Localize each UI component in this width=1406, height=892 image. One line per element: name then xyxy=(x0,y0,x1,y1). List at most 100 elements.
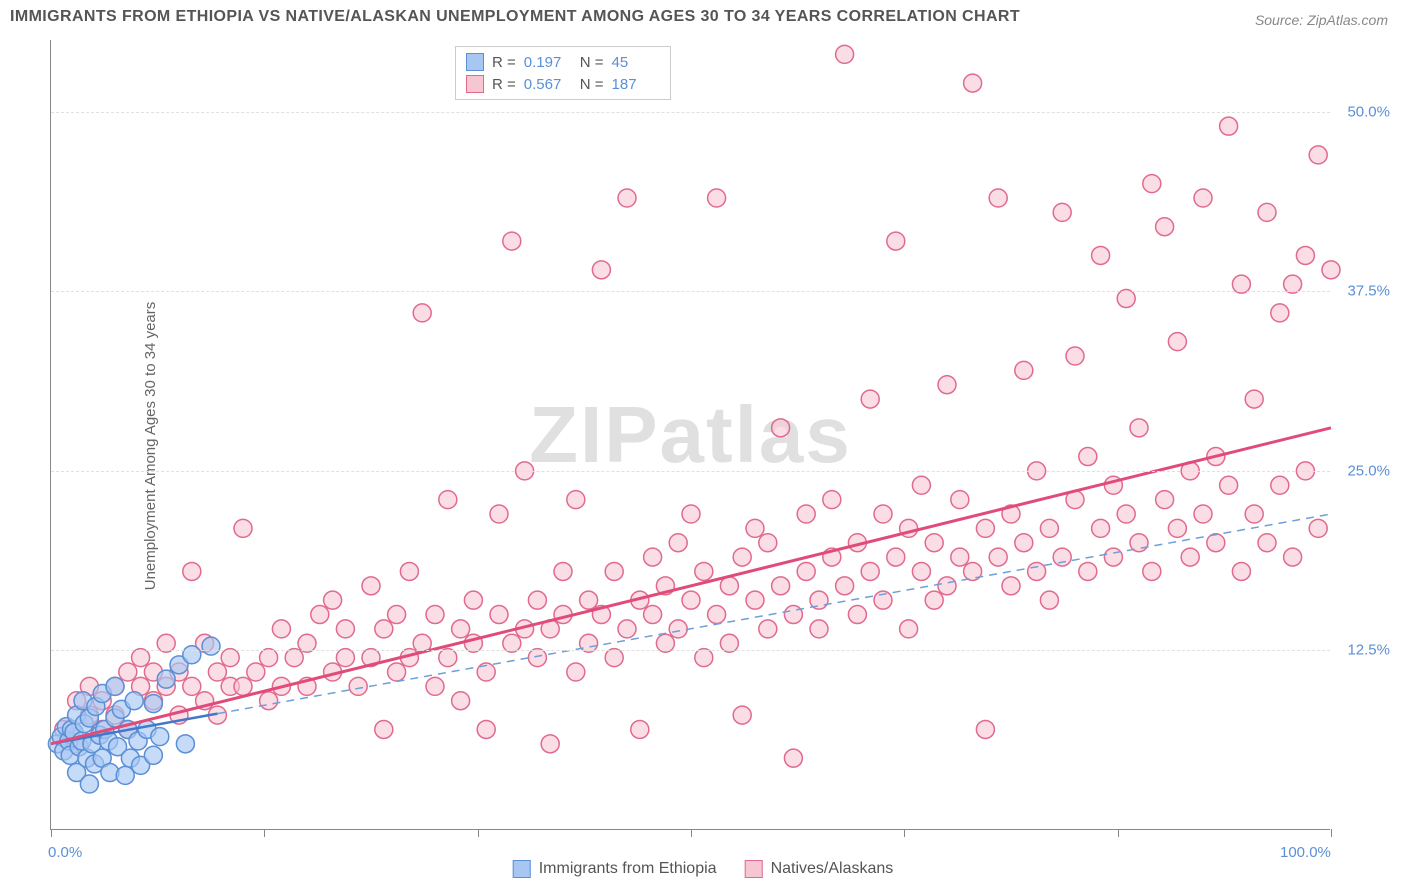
legend-r-value: 0.567 xyxy=(524,76,572,93)
pink-point xyxy=(1053,548,1071,566)
pink-point xyxy=(388,663,406,681)
pink-point xyxy=(1130,419,1148,437)
pink-point xyxy=(669,534,687,552)
pink-point xyxy=(951,491,969,509)
pink-point xyxy=(554,562,572,580)
pink-point xyxy=(989,548,1007,566)
legend-n-label: N = xyxy=(580,76,604,93)
legend-series-item: Immigrants from Ethiopia xyxy=(513,860,717,878)
pink-point xyxy=(887,548,905,566)
pink-point xyxy=(234,677,252,695)
pink-point xyxy=(1002,577,1020,595)
pink-point xyxy=(759,620,777,638)
y-tick-label: 37.5% xyxy=(1347,283,1390,300)
blue-point xyxy=(116,766,134,784)
pink-point xyxy=(1066,347,1084,365)
pink-point xyxy=(989,189,1007,207)
pink-point xyxy=(362,577,380,595)
pink-point xyxy=(388,606,406,624)
legend-series: Immigrants from Ethiopia Natives/Alaskans xyxy=(513,860,894,878)
pink-point xyxy=(1092,519,1110,537)
pink-point xyxy=(772,577,790,595)
pink-point xyxy=(861,562,879,580)
pink-point xyxy=(477,720,495,738)
pink-point xyxy=(938,577,956,595)
pink-point xyxy=(925,591,943,609)
pink-point xyxy=(1207,534,1225,552)
pink-point xyxy=(733,706,751,724)
pink-point xyxy=(183,562,201,580)
pink-point xyxy=(490,606,508,624)
pink-point xyxy=(836,577,854,595)
pink-point xyxy=(1245,505,1263,523)
pink-point xyxy=(592,261,610,279)
x-axis-max-label: 100.0% xyxy=(1280,844,1331,861)
gridline xyxy=(51,112,1330,113)
pink-point xyxy=(452,692,470,710)
pink-point xyxy=(951,548,969,566)
legend-r-label: R = xyxy=(492,76,516,93)
y-tick-label: 12.5% xyxy=(1347,642,1390,659)
pink-point xyxy=(976,519,994,537)
pink-point xyxy=(925,534,943,552)
pink-point xyxy=(324,591,342,609)
pink-point xyxy=(1245,390,1263,408)
pink-point xyxy=(874,505,892,523)
legend-series-item: Natives/Alaskans xyxy=(745,860,894,878)
pink-point xyxy=(900,620,918,638)
pink-point xyxy=(247,663,265,681)
pink-point xyxy=(336,620,354,638)
pink-point xyxy=(1194,189,1212,207)
pink-point xyxy=(695,562,713,580)
pink-point xyxy=(541,735,559,753)
pink-point xyxy=(912,476,930,494)
plot-area: ZIPatlas 12.5%25.0%37.5%50.0% xyxy=(50,40,1330,830)
pink-point xyxy=(567,491,585,509)
legend-n-value: 187 xyxy=(612,76,660,93)
pink-point xyxy=(1104,548,1122,566)
pink-point xyxy=(490,505,508,523)
y-tick-label: 25.0% xyxy=(1347,462,1390,479)
pink-point xyxy=(618,189,636,207)
blue-point xyxy=(125,692,143,710)
pink-point xyxy=(1220,476,1238,494)
pink-point xyxy=(375,620,393,638)
pink-point xyxy=(912,562,930,580)
pink-point xyxy=(784,749,802,767)
pink-point xyxy=(580,591,598,609)
pink-point xyxy=(1322,261,1340,279)
pink-point xyxy=(682,505,700,523)
legend-swatch xyxy=(466,53,484,71)
pink-point xyxy=(1220,117,1238,135)
pink-point xyxy=(746,591,764,609)
pink-point xyxy=(528,591,546,609)
pink-point xyxy=(708,189,726,207)
pink-point xyxy=(119,663,137,681)
pink-point xyxy=(733,548,751,566)
pink-point xyxy=(1117,505,1135,523)
pink-point xyxy=(938,376,956,394)
pink-point xyxy=(720,577,738,595)
x-tick xyxy=(51,829,52,837)
pink-point xyxy=(349,677,367,695)
pink-point xyxy=(823,491,841,509)
source-attribution: Source: ZipAtlas.com xyxy=(1255,12,1388,28)
pink-point xyxy=(1053,203,1071,221)
pink-point xyxy=(1284,548,1302,566)
pink-point xyxy=(1271,304,1289,322)
pink-point xyxy=(976,720,994,738)
pink-point xyxy=(234,519,252,537)
pink-point xyxy=(1028,562,1046,580)
pink-point xyxy=(452,620,470,638)
pink-point xyxy=(848,606,866,624)
pink-point xyxy=(1168,519,1186,537)
pink-point xyxy=(1194,505,1212,523)
x-tick xyxy=(264,829,265,837)
pink-point xyxy=(810,620,828,638)
pink-point xyxy=(503,232,521,250)
legend-swatch xyxy=(466,75,484,93)
legend-r-label: R = xyxy=(492,54,516,71)
blue-point xyxy=(80,775,98,793)
pink-point xyxy=(1040,519,1058,537)
pink-point xyxy=(1258,203,1276,221)
